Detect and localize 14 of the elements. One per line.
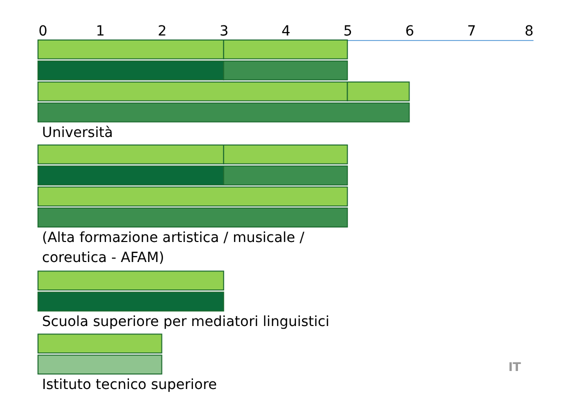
y-tick-label: Università [42, 125, 113, 142]
y-tick-label: Scuola superiore per mediatori linguistici [42, 314, 330, 330]
y-tick-label: Istituto tecnico superiore [42, 377, 217, 394]
annotation: IT [508, 360, 522, 374]
x-tick-label: 7 [467, 24, 476, 40]
x-tick-label: 1 [96, 24, 105, 40]
x-tick-label: 2 [158, 24, 167, 40]
x-tick-label: 8 [524, 24, 534, 40]
y-tick-label: (Alta formazione artistica / musicale / coreutica - AFAM) [42, 230, 305, 266]
x-tick-label: 6 [405, 24, 414, 40]
x-tick-label: 5 [343, 24, 352, 40]
x-tick-label: 4 [282, 24, 291, 40]
x-tick-label: 0 [38, 24, 48, 40]
x-tick-label: 3 [220, 24, 229, 40]
